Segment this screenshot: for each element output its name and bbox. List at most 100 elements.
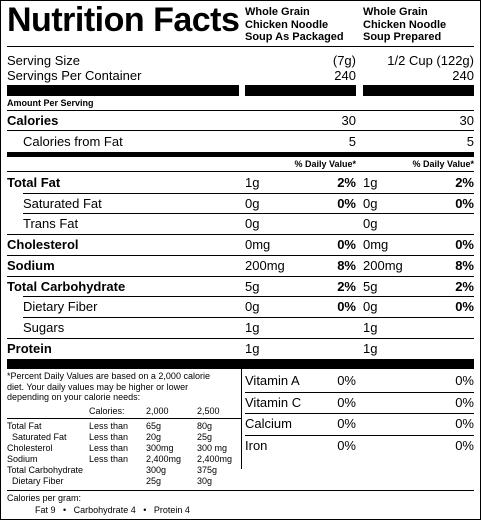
column-1-vitamin-value: 0% [337, 394, 356, 410]
column-2-nutrient-amount: 5g [363, 278, 378, 294]
column-1-nutrient-amount: 200mg [245, 257, 285, 273]
column-2-nutrient-amount: 0g [363, 216, 378, 232]
row-divider [245, 413, 474, 414]
vertical-divider [241, 369, 242, 469]
footnote-table-name: Total Carbohydrate [7, 465, 84, 475]
column-2-nutrient-daily-value: 2% [455, 278, 474, 294]
column-1-nutrient-daily-value: 8% [337, 257, 356, 273]
column-1-nutrient-amount: 1g [245, 175, 260, 190]
column-2-header-line: Whole Grain [363, 6, 428, 18]
thick-divider [7, 85, 239, 96]
nutrient-label: Protein [7, 340, 52, 356]
column-1-vitamin-value: 0% [337, 437, 356, 453]
footnote-table-less-than: Less than [89, 432, 129, 442]
column-2-vitamin-value: 0% [455, 416, 474, 431]
row-divider [245, 392, 474, 393]
column-2-calories-from-fat: 5 [466, 134, 474, 149]
column-1-nutrient-daily-value: 2% [337, 278, 356, 294]
vitamin-label: Vitamin C [245, 394, 302, 410]
row-divider [23, 193, 474, 194]
column-1-nutrient-amount: 0g [245, 216, 260, 232]
column-1-nutrient-daily-value: 0% [337, 299, 356, 315]
column-2-nutrient-daily-value: 8% [455, 257, 474, 273]
column-1-vitamin-value: 0% [337, 416, 356, 431]
footnote-table-2000: 2,400mg [146, 454, 182, 464]
nutrient-label: Total Carbohydrate [7, 278, 126, 294]
column-2-nutrient-amount: 0g [363, 195, 378, 211]
calories-from-fat-label: Calories from Fat [23, 134, 123, 149]
amount-per-serving-label: Amount Per Serving [7, 98, 94, 108]
column-2-nutrient-amount: 1g [363, 175, 378, 190]
row-divider [23, 317, 474, 318]
row-divider [7, 255, 474, 256]
medium-divider [7, 152, 474, 157]
footnote-table-name: Dietary Fiber [7, 476, 64, 486]
column-1-header: Whole Grain Chicken Noodle Soup As Packa… [245, 6, 344, 44]
vitamin-label: Vitamin A [245, 373, 300, 388]
nutrient-label: Sodium [7, 257, 55, 273]
footnote-table-less-than: Less than [89, 421, 129, 431]
column-2-daily-value-header: % Daily Value* [412, 159, 474, 169]
column-2-vitamin-value: 0% [455, 373, 474, 388]
footnote-table-2500: 2,400mg [197, 454, 233, 464]
column-2-nutrient-amount: 200mg [363, 257, 403, 273]
vitamin-label: Iron [245, 437, 268, 453]
column-2-vitamin-value: 0% [455, 437, 474, 453]
nutrient-label: Sugars [23, 319, 65, 335]
footnote-table-2000: 25g [146, 476, 162, 486]
column-2-header-line: Soup Prepared [363, 31, 442, 43]
nutrient-label: Dietary Fiber [23, 299, 98, 315]
column-1-nutrient-daily-value: 0% [337, 195, 356, 211]
vitamin-label: Calcium [245, 416, 292, 431]
column-2-nutrient-daily-value: 0% [455, 237, 474, 253]
column-2-servings: 240 [452, 68, 474, 83]
title-divider [7, 46, 474, 47]
column-2-nutrient-amount: 1g [363, 319, 378, 335]
footnote-calories-2500: 2,500 [197, 406, 220, 416]
column-1-nutrient-amount: 1g [245, 319, 260, 335]
row-divider [7, 234, 474, 235]
page-title: Nutrition Facts [7, 1, 240, 39]
column-1-nutrient-amount: 1g [245, 340, 260, 356]
footnote-line: *Percent Daily Values are based on a 2,0… [7, 371, 210, 381]
column-2-nutrient-amount: 0mg [363, 237, 389, 253]
row-divider [7, 276, 474, 277]
column-2-nutrient-daily-value: 0% [455, 195, 474, 211]
column-1-daily-value-header: % Daily Value* [294, 159, 356, 169]
column-1-nutrient-amount: 0mg [245, 237, 271, 253]
column-2-vitamin-value: 0% [455, 394, 474, 410]
column-1-vitamin-value: 0% [337, 373, 356, 388]
nutrient-label: Cholesterol [7, 237, 79, 253]
footnote-table-name: Cholesterol [7, 443, 53, 453]
footnote-calories-2000: 2,000 [146, 406, 169, 416]
footnote-line: depending on your calorie needs: [7, 392, 141, 402]
row-divider [7, 171, 474, 172]
column-2-nutrient-amount: 1g [363, 340, 378, 356]
footnote-text: *Percent Daily Values are based on a 2,0… [7, 371, 210, 403]
column-1-header-line: Soup As Packaged [245, 31, 344, 43]
footnote-table-name: Sodium [7, 454, 38, 464]
row-divider [7, 338, 474, 339]
column-1-nutrient-amount: 0g [245, 299, 260, 315]
column-1-serving-size: (7g) [332, 53, 356, 68]
thick-divider [245, 85, 356, 96]
column-2-serving-size: 1/2 Cup (122g) [387, 53, 474, 68]
calories-per-gram-title: Calories per gram: [7, 493, 82, 503]
thick-divider [7, 359, 474, 369]
footnote-table-2000: 65g [146, 421, 162, 431]
footnote-divider [7, 490, 474, 491]
row-divider [7, 110, 474, 111]
serving-size-label: Serving Size [7, 53, 80, 68]
column-2-header-line: Chicken Noodle [363, 18, 447, 31]
column-2-nutrient-amount: 0g [363, 299, 378, 315]
column-1-nutrient-daily-value: 0% [337, 237, 356, 253]
footnote-table-less-than: Less than [89, 443, 129, 453]
column-2-calories: 30 [459, 113, 474, 128]
column-1-header-line: Chicken Noodle [245, 18, 329, 31]
column-1-header-line: Whole Grain [245, 6, 310, 18]
calories-per-gram-values: Fat 9 • Carbohydrate 4 • Protein 4 [35, 505, 190, 515]
footnote-table-2500: 375g [197, 465, 218, 475]
servings-per-container-label: Servings Per Container [7, 68, 142, 83]
row-divider [23, 296, 474, 297]
